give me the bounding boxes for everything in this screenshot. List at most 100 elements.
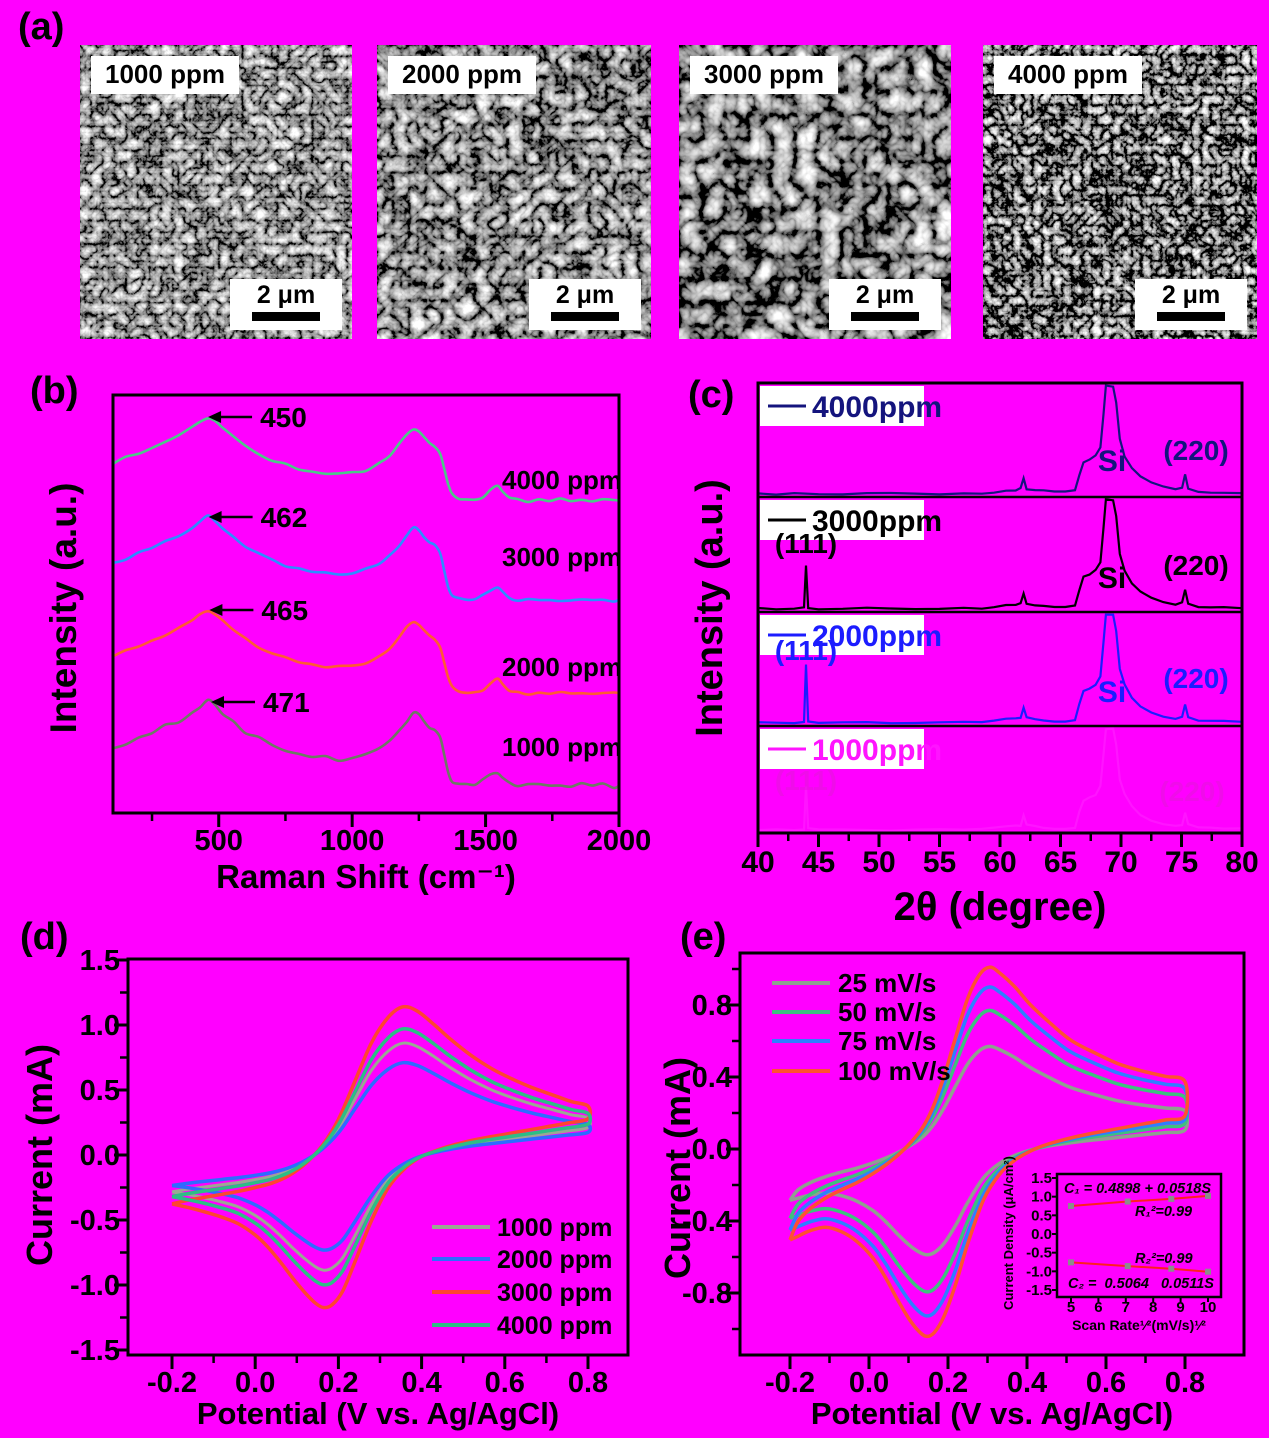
inset-data-marker (1124, 1263, 1131, 1270)
y-tick-label: 0.0 (692, 1134, 732, 1166)
inset-x-title: Scan Rate¹⁄²(mV/s)¹⁄² (1072, 1317, 1206, 1333)
raman-curve-3000ppm (111, 514, 620, 603)
x-tick-label: 0.0 (235, 1367, 275, 1399)
inset-fit-line (1070, 1261, 1209, 1273)
y-tick-label: 0.4 (692, 1062, 732, 1094)
cv-y-title-d: Current (mA) (19, 1044, 60, 1266)
peak-value-label: 465 (261, 595, 308, 626)
cv-legend-label: 100 mV/s (838, 1056, 951, 1086)
xrd-legend-label: 3000ppm (812, 505, 942, 538)
inset-data-marker (1124, 1198, 1131, 1205)
xrd-ghost-annotation: (220) (1159, 776, 1224, 807)
x-tick-label: 2000 (587, 825, 652, 857)
cv-x-title-e: Potential (V vs. Ag/AgCl) (811, 1396, 1173, 1431)
cv-axis-box-e (738, 951, 1246, 1357)
inset-data-marker (1205, 1268, 1211, 1275)
inset-data-marker (1068, 1259, 1074, 1266)
raman-y-title: Intensity (a.u.) (43, 483, 84, 734)
scalebar-box: 2 μm (829, 278, 941, 330)
panel-c-chart: 4000ppm3000ppm2000ppm1000ppm(111)(111)Si… (689, 381, 1259, 929)
x-tick-label: 0.2 (318, 1367, 358, 1399)
cv-legend-label: 25 mV/s (838, 968, 936, 998)
inset-axis-box (1055, 1172, 1223, 1299)
cv-legend-label: 75 mV/s (838, 1026, 936, 1056)
x-tick-label: 1500 (453, 825, 518, 857)
xrd-curve-2000ppm (757, 613, 1243, 725)
x-tick-label: 0.8 (1165, 1367, 1205, 1399)
panel-b-chart: 450 4000 ppm 462 3000 ppm 465 2000 ppm 471 1000… (43, 393, 652, 895)
inset-x-tick-label: 10 (1200, 1299, 1217, 1316)
scalebar-text: 2 μm (1161, 280, 1221, 309)
cv-legend-label: 50 mV/s (838, 997, 936, 1027)
xrd-y-title: Intensity (a.u.) (689, 479, 731, 737)
inset-equation-text: R₂²=0.99 (1135, 1251, 1193, 1267)
scalebar (551, 312, 619, 321)
scalebar-box: 2 μm (230, 278, 342, 330)
x-tick-label: 1000 (320, 825, 385, 857)
scalebar-box: 2 μm (529, 278, 641, 330)
x-tick-label: -0.2 (147, 1367, 197, 1399)
x-tick-label: 0.2 (928, 1367, 968, 1399)
scalebar (851, 312, 919, 321)
raman-series-label: 2000 ppm (502, 652, 622, 682)
scalebar-text: 2 μm (555, 280, 615, 309)
y-tick-label: -1.0 (70, 1270, 120, 1302)
peak-value-label: 471 (263, 687, 310, 718)
inset-x-tick-label: 8 (1149, 1299, 1157, 1316)
y-tick-label: 0.0 (80, 1140, 120, 1172)
sem-image-4000ppm: 4000 ppm 2 μm (983, 45, 1257, 339)
peak-arrow-head (210, 696, 224, 708)
x-tick-label: 75 (1165, 846, 1198, 879)
x-tick-label: 0.6 (1086, 1367, 1126, 1399)
inset-data-marker (1168, 1265, 1175, 1272)
x-tick-label: 0.6 (485, 1367, 525, 1399)
inset-y-tick-label: -0.5 (1026, 1245, 1052, 1262)
xrd-annotation: (111) (775, 528, 837, 559)
sem-image-2000ppm: 2000 ppm 2 μm (377, 45, 651, 339)
sem-ppm-label: 3000 ppm (690, 56, 838, 94)
xrd-annotation: (220) (1163, 435, 1228, 466)
y-tick-label: -0.5 (70, 1205, 120, 1237)
xrd-x-title: 2θ (degree) (894, 885, 1107, 929)
inset-y-tick-label: 0.5 (1031, 1207, 1052, 1224)
panel-e-label: (e) (680, 916, 727, 958)
x-tick-label: 0.8 (568, 1367, 608, 1399)
raman-series-label: 1000 ppm (502, 732, 622, 762)
x-tick-label: 65 (1044, 846, 1077, 879)
panel-d-label: (d) (20, 916, 69, 958)
y-tick-label: 0.5 (80, 1075, 120, 1107)
xrd-legend-label: 4000ppm (812, 391, 942, 424)
y-tick-label: 1.5 (80, 945, 120, 977)
y-tick-label: -0.4 (682, 1206, 732, 1238)
sem-image-3000ppm: 3000 ppm 2 μm (679, 45, 951, 339)
xrd-curve-4000ppm (757, 384, 1243, 496)
raman-series-label: 3000 ppm (502, 542, 622, 572)
scalebar-text: 2 μm (855, 280, 915, 309)
inset-y-tick-label: 1.0 (1031, 1189, 1052, 1206)
sem-ppm-label: 4000 ppm (994, 56, 1142, 94)
panel-d-chart: -0.2 0.0 0.2 0.4 0.6 0.8 1.5 1.0 0.5 0.0 -0.5 -1.0 -… (19, 945, 630, 1431)
scalebar-box: 2 μm (1135, 278, 1247, 330)
inset-y-tick-label: -1.0 (1026, 1263, 1052, 1280)
inset-y-tick-label: -1.5 (1026, 1282, 1052, 1299)
xrd-annotation: (111) (775, 635, 837, 666)
sem-ppm-label: 1000 ppm (91, 56, 239, 94)
inset-x-tick-label: 6 (1094, 1299, 1102, 1316)
inset-fit-line (1070, 1194, 1209, 1207)
peak-arrow-head (209, 604, 223, 616)
cv-legend-label: 1000 ppm (497, 1214, 612, 1242)
peak-arrow-head (208, 411, 222, 423)
xrd-legend-label: 2000ppm (812, 620, 942, 653)
scalebar (1157, 312, 1225, 321)
raman-curve-2000ppm (111, 609, 620, 696)
sem-image-1000ppm: 1000 ppm 2 μm (80, 45, 352, 339)
x-tick-label: 40 (741, 846, 774, 879)
y-tick-label: 1.0 (80, 1010, 120, 1042)
xrd-annotation: Si (1098, 676, 1126, 709)
cv-legend-label: 3000 ppm (497, 1279, 612, 1307)
inset-x-tick-label: 7 (1122, 1299, 1130, 1316)
scalebar-text: 2 μm (256, 280, 316, 309)
inset-x-tick-label: 5 (1067, 1299, 1075, 1316)
raman-axis-box (111, 393, 621, 815)
